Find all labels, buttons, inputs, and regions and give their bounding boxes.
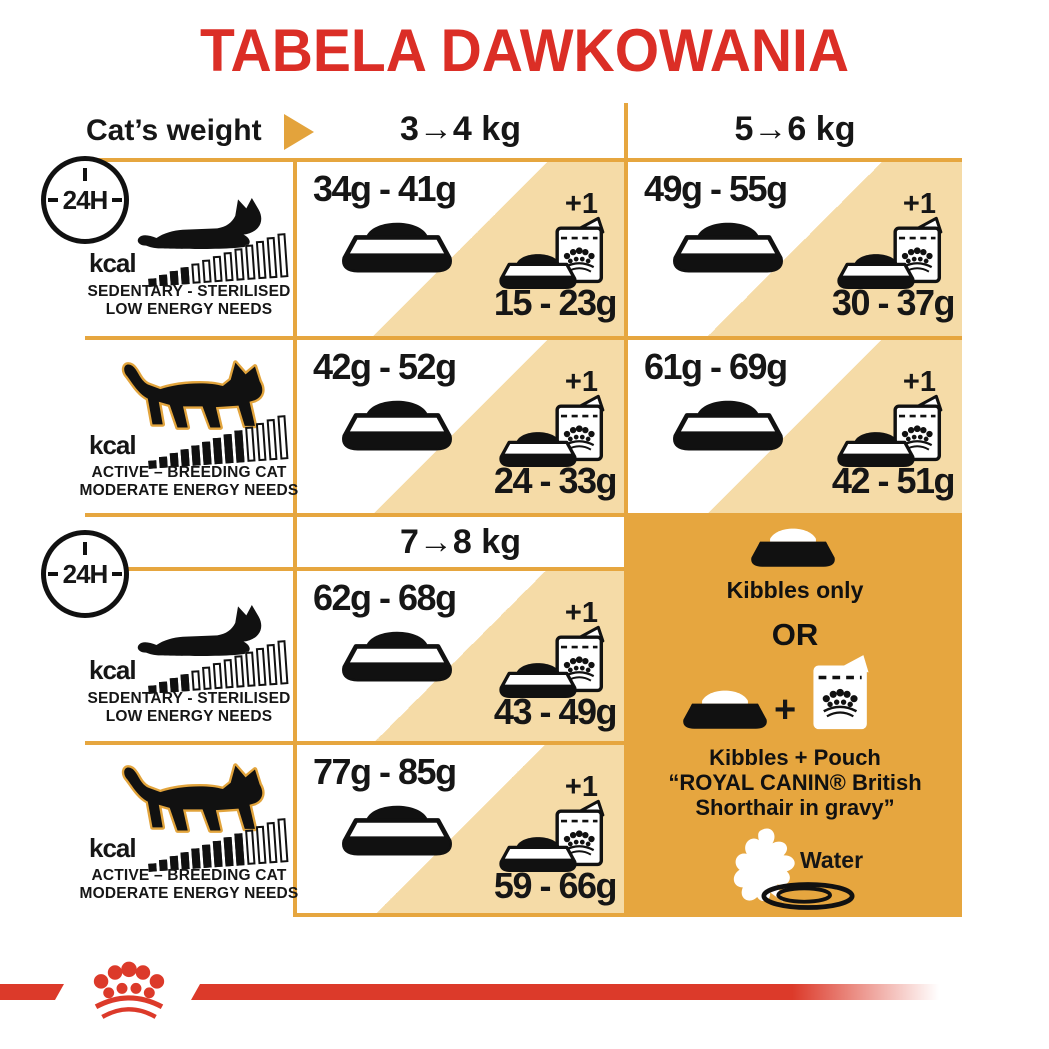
bowl-icon [341, 797, 453, 857]
plus-one-label: +1 [564, 771, 598, 803]
profile-cell-active: kcal ACTIVE – BREEDING CAT MODERATE ENER… [80, 745, 298, 913]
kibbles-value: 61g - 69g [644, 346, 788, 387]
water-label: Water [800, 847, 864, 873]
kibbles-value: 49g - 55g [644, 168, 788, 209]
plus-one-label: +1 [564, 597, 598, 629]
kibbles-value: 62g - 68g [313, 577, 457, 618]
kcal-label: kcal [89, 655, 137, 685]
kcal-label: kcal [89, 430, 137, 460]
dose-cell-s1-sedentary-c2: 49g - 55g +1 30 - 37g [628, 162, 962, 336]
profile-label-line2: MODERATE ENERGY NEEDS [79, 482, 299, 499]
kibbles-pouch-line2: “ROYAL CANIN® British [668, 770, 922, 795]
profile-label-line1: ACTIVE – BREEDING CAT [91, 464, 287, 481]
page-title: TABELA DAWKOWANIA [199, 17, 850, 85]
profile-label-line1: SEDENTARY - STERILISED [87, 690, 291, 707]
mixed-value: 30 - 37g [831, 282, 956, 323]
clock-24h-icon: 24H [41, 530, 129, 618]
mixed-value: 15 - 23g [493, 282, 618, 323]
plus-one-label: +1 [564, 188, 598, 220]
right-arrow-icon [284, 114, 314, 150]
or-label: OR [771, 617, 819, 652]
profile-label-line1: SEDENTARY - STERILISED [87, 283, 291, 300]
clock-tick [83, 542, 87, 555]
kibbles-value: 77g - 85g [313, 751, 457, 792]
dose-cell-s1-active-c1: 42g - 52g +1 24 - 33g [297, 340, 624, 513]
profile-cell-sedentary: kcal SEDENTARY - STERILISED LOW ENERGY N… [85, 571, 293, 741]
grid-line-v1 [293, 158, 297, 917]
bowl-icon [341, 392, 453, 452]
feeding-options-panel: Kibbles only OR + Kibbles + Pouch “ROYAL… [628, 517, 962, 913]
kcal-bars [146, 413, 289, 469]
plus-one-label: +1 [564, 366, 598, 398]
mix-pouch-icon [810, 653, 872, 733]
profile-label-line1: ACTIVE – BREEDING CAT [91, 867, 287, 884]
kibbles-pouch-line1: Kibbles + Pouch [709, 745, 881, 770]
mixed-value: 42 - 51g [831, 460, 956, 501]
grid-line-h5 [85, 741, 628, 745]
kcal-bars [146, 816, 289, 872]
clock-24h-label: 24H [62, 184, 109, 215]
kibbles-value: 42g - 52g [313, 346, 457, 387]
bowl-icon [672, 392, 784, 452]
bowl-icon [341, 623, 453, 683]
bowl-icon [672, 214, 784, 274]
plus-one-label: +1 [902, 366, 936, 398]
profile-cell-active: kcal ACTIVE – BREEDING CAT MODERATE ENER… [80, 340, 298, 513]
clock-24h-label: 24H [62, 558, 109, 589]
plus-icon: + [774, 689, 797, 731]
mixed-value: 43 - 49g [493, 691, 618, 732]
kibbles-value: 34g - 41g [313, 168, 457, 209]
profile-label-line2: LOW ENERGY NEEDS [105, 301, 273, 318]
kibbles-only-label: Kibbles only [726, 577, 864, 603]
grid-line-h4 [85, 567, 628, 571]
mix-bowl-icon [682, 685, 768, 731]
bowl-icon [341, 214, 453, 274]
profile-label-line2: MODERATE ENERGY NEEDS [79, 885, 299, 902]
column-header-3-4kg: 3→4 kg [400, 110, 521, 148]
dose-cell-s2-sedentary-c1: 62g - 68g +1 43 - 49g [297, 571, 624, 741]
clock-tick [83, 168, 87, 181]
weight-header-label: Cat’s weight [86, 114, 262, 147]
column-header-5-6kg: 5→6 kg [734, 110, 856, 148]
brand-stripe-right [191, 984, 962, 1000]
profile-label-line2: LOW ENERGY NEEDS [105, 708, 273, 725]
grid-line-h3 [85, 513, 962, 517]
kcal-bars [146, 231, 289, 287]
mixed-value: 59 - 66g [493, 865, 618, 906]
profile-cell-sedentary: kcal SEDENTARY - STERILISED LOW ENERGY N… [85, 162, 293, 336]
kibbles-bowl-icon [750, 523, 836, 569]
dose-cell-s1-sedentary-c1: 34g - 41g +1 15 - 23g [297, 162, 624, 336]
mixed-value: 24 - 33g [493, 460, 618, 501]
grid-line-v2 [624, 103, 628, 917]
kibbles-pouch-line3: Shorthair in gravy” [695, 795, 895, 820]
plus-one-label: +1 [902, 188, 936, 220]
kcal-label: kcal [89, 833, 137, 863]
water-dish-icon [760, 881, 856, 911]
royal-canin-crown-logo [68, 956, 190, 1022]
dose-cell-s2-active-c1: 77g - 85g +1 59 - 66g [297, 745, 624, 913]
grid-line-h1 [85, 158, 962, 162]
clock-24h-icon: 24H [41, 156, 129, 244]
grid-line-h2 [85, 336, 962, 340]
column-header-7-8kg: 7→8 kg [297, 517, 624, 567]
dose-cell-s1-active-c2: 61g - 69g +1 42 - 51g [628, 340, 962, 513]
brand-stripe-left [0, 984, 64, 1000]
kcal-label: kcal [89, 248, 137, 278]
kcal-bars [146, 638, 289, 694]
